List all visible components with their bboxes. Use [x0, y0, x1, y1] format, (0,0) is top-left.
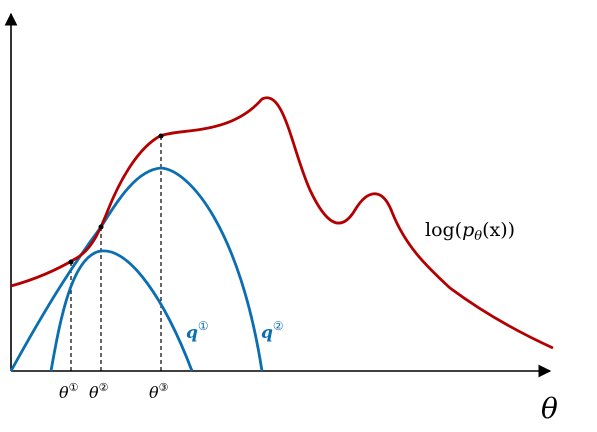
x-axis-label: θ: [541, 392, 558, 425]
contact-point-2: [98, 224, 104, 230]
log-likelihood-label: log(pθ(x)): [425, 219, 515, 244]
tick-label-theta-2: θ②: [89, 381, 109, 402]
log-likelihood-curve: [10, 96, 554, 350]
tick-label-theta-3: θ③: [149, 381, 169, 402]
tick-label-theta-1: θ①: [59, 381, 79, 402]
q1-label: q①: [186, 319, 209, 343]
contact-point-3: [158, 133, 164, 139]
q2-label: q②: [261, 319, 284, 343]
contact-point-1: [68, 259, 74, 265]
q2-curve: [9, 166, 264, 372]
q1-curve: [49, 249, 194, 372]
